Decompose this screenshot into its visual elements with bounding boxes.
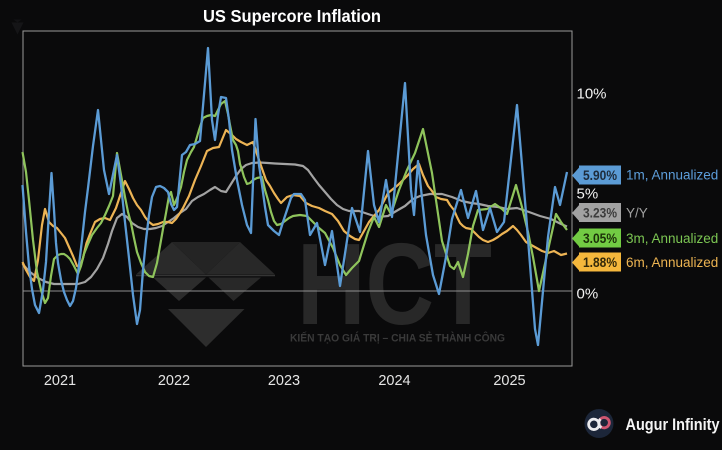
svg-text:2021: 2021	[44, 373, 76, 389]
svg-text:3m, Annualized: 3m, Annualized	[626, 231, 718, 246]
svg-text:2024: 2024	[378, 373, 410, 389]
svg-text:0%: 0%	[577, 286, 599, 303]
svg-text:2023: 2023	[268, 373, 300, 389]
svg-text:6m, Annualized: 6m, Annualized	[626, 255, 718, 270]
svg-text:HCT: HCT	[297, 219, 492, 349]
svg-text:5.90%: 5.90%	[583, 168, 617, 183]
svg-text:1.88%: 1.88%	[583, 255, 617, 270]
svg-text:3.23%: 3.23%	[583, 206, 617, 221]
svg-text:3.05%: 3.05%	[583, 231, 617, 246]
svg-text:US Supercore Inflation: US Supercore Inflation	[203, 6, 381, 26]
svg-text:10%: 10%	[577, 86, 607, 103]
svg-text:5%: 5%	[577, 186, 599, 203]
svg-text:Augur Infinity: Augur Infinity	[626, 415, 720, 434]
svg-text:2025: 2025	[493, 373, 525, 389]
svg-text:2022: 2022	[158, 373, 190, 389]
svg-text:1m, Annualized: 1m, Annualized	[626, 168, 718, 183]
svg-text:Y/Y: Y/Y	[626, 206, 648, 221]
svg-text:KIẾN TẠO GIÁ TRỊ – CHIA SẺ THÀ: KIẾN TẠO GIÁ TRỊ – CHIA SẺ THÀNH CÔNG	[290, 332, 505, 345]
